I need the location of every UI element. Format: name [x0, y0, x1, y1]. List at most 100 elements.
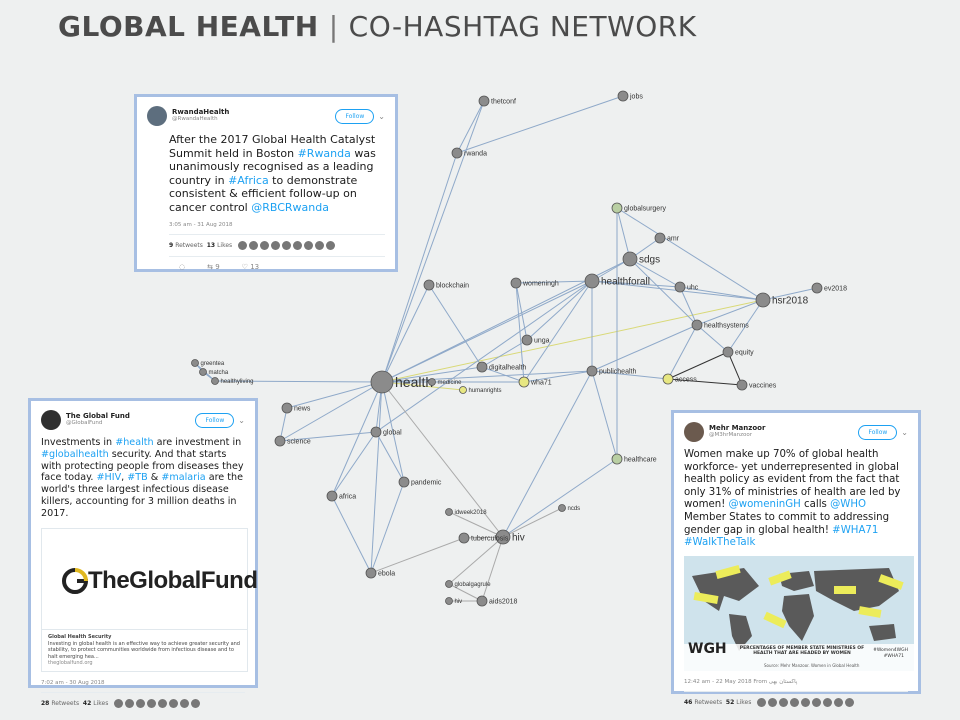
hashtag-link[interactable]: #Africa [228, 173, 269, 187]
network-node-medicine[interactable] [428, 378, 436, 386]
tweet-handle: @GlobalFund [66, 419, 103, 426]
chevron-down-icon[interactable]: ⌄ [378, 111, 385, 121]
tweet-card-mehr[interactable]: Mehr Manzoor @M3hrManzoor Follow ⌄ Women… [671, 410, 921, 707]
network-node-aids2018[interactable] [476, 595, 488, 607]
retweet-icon[interactable]: ⇆ 9 [207, 263, 220, 271]
network-node-label: jobs [629, 93, 643, 100]
network-node-thetconf[interactable] [478, 95, 490, 107]
network-node-equity[interactable] [722, 346, 734, 358]
network-edge [502, 458, 618, 538]
network-edge [523, 370, 593, 383]
network-node-global[interactable] [370, 426, 382, 438]
network-node-label: africa [339, 493, 356, 500]
network-edge [629, 258, 681, 288]
network-node-rwanda[interactable] [451, 147, 463, 159]
network-node-hiv[interactable] [495, 529, 511, 545]
network-node-hiv2[interactable] [445, 597, 453, 605]
network-node-label: medicine [438, 380, 463, 386]
tweet-card-rwanda[interactable]: RwandaHealth @RwandaHealth Follow ⌄ Afte… [134, 94, 398, 272]
hashtag-link[interactable]: #HIV [96, 472, 122, 484]
follow-button[interactable]: Follow [335, 108, 375, 124]
network-node-health[interactable] [370, 370, 394, 394]
network-node-uhc[interactable] [674, 281, 686, 293]
hashtag-link[interactable]: #Rwanda [297, 146, 351, 160]
network-node-wha71[interactable] [518, 376, 530, 388]
network-edge [381, 100, 485, 383]
network-node-hsr2018[interactable] [755, 292, 771, 308]
mention-link[interactable]: @WHO [830, 499, 867, 511]
map-tag: #Women4WGH [873, 647, 908, 653]
network-node-ev2018[interactable] [811, 282, 823, 294]
network-node-globalgagrule[interactable] [445, 580, 453, 588]
network-edge [456, 95, 624, 154]
network-edge [591, 370, 669, 380]
network-edge [279, 431, 377, 442]
network-node-tuberculosis[interactable] [458, 532, 470, 544]
network-node-matcha[interactable] [199, 368, 207, 376]
hashtag-link[interactable]: #TB [127, 472, 148, 484]
hashtag-link[interactable]: #WHA71 [832, 524, 879, 536]
follow-button[interactable]: Follow [858, 424, 898, 440]
network-edge [279, 381, 383, 442]
network-node-womeningh[interactable] [510, 277, 522, 289]
network-node-greentea[interactable] [191, 359, 199, 367]
page-title: GLOBAL HEALTH | CO-HASHTAG NETWORK [58, 10, 697, 43]
network-node-vaccines[interactable] [736, 379, 748, 391]
network-edge [381, 299, 764, 383]
tweet-stats: 28 Retweets 42 Likes [41, 698, 245, 708]
network-node-idweek2018[interactable] [445, 508, 453, 516]
network-node-label: rwanda [464, 150, 487, 157]
network-node-label: blockchain [436, 282, 469, 289]
network-edge [370, 481, 405, 574]
network-node-science[interactable] [274, 435, 286, 447]
wgh-logo: WGH [688, 640, 727, 657]
network-edge [286, 381, 383, 409]
network-node-publichealth[interactable] [586, 365, 598, 377]
network-node-label: equity [735, 349, 754, 356]
network-node-pandemic[interactable] [398, 476, 410, 488]
network-node-africa[interactable] [326, 490, 338, 502]
link-preview-card[interactable]: TheGlobalFund Global Health Security Inv… [41, 527, 258, 672]
network-node-label: hsr2018 [772, 296, 809, 307]
hashtag-link[interactable]: #malaria [161, 472, 206, 484]
tweet-card-globalfund[interactable]: The Global Fund @GlobalFund Follow ⌄ Inv… [28, 398, 258, 708]
network-edge [502, 370, 593, 538]
network-edge [591, 324, 698, 372]
map-image[interactable]: WGH PERCENTAGES OF MEMBER STATE MINISTRI… [684, 555, 914, 671]
network-node-globalsurgery[interactable] [611, 202, 623, 214]
network-node-label: amr [667, 235, 680, 242]
title-rest: CO-HASHTAG NETWORK [348, 10, 697, 43]
network-node-unga[interactable] [521, 334, 533, 346]
network-node-label: healthcare [624, 456, 657, 463]
network-node-healthforall[interactable] [584, 273, 600, 289]
like-icon[interactable]: ♡ 13 [241, 263, 260, 271]
network-node-healthcare[interactable] [611, 453, 623, 465]
chevron-down-icon[interactable]: ⌄ [238, 415, 245, 425]
network-node-blockchain[interactable] [423, 279, 435, 291]
reply-icon[interactable]: ◌ [179, 263, 186, 271]
hashtag-link[interactable]: #globalhealth [41, 448, 109, 460]
network-node-label: global [383, 429, 402, 436]
network-node-news[interactable] [281, 402, 293, 414]
network-node-access[interactable] [662, 373, 674, 385]
hashtag-link[interactable]: #health [115, 437, 154, 448]
follow-button[interactable]: Follow [195, 412, 235, 428]
mention-link[interactable]: @RBCRwanda [251, 200, 329, 214]
network-edge [523, 280, 593, 383]
network-node-ncds[interactable] [558, 504, 566, 512]
chevron-down-icon[interactable]: ⌄ [901, 427, 908, 437]
network-node-label: access [675, 376, 697, 383]
network-node-sdgs[interactable] [622, 251, 638, 267]
hashtag-link[interactable]: #WalkTheTalk [684, 537, 756, 549]
network-node-healthyliving[interactable] [211, 377, 219, 385]
network-node-digitalhealth[interactable] [476, 361, 488, 373]
tweet-time: 3:05 am - 31 Aug 2018 [169, 222, 233, 228]
mention-link[interactable]: @womeninGH [728, 499, 801, 511]
network-node-label: health [395, 374, 433, 390]
network-node-jobs[interactable] [617, 90, 629, 102]
network-node-amr[interactable] [654, 232, 666, 244]
network-node-ebola[interactable] [365, 567, 377, 579]
network-node-healthsystems[interactable] [691, 319, 703, 331]
network-node-humanrights[interactable] [459, 386, 467, 394]
tweet-text: After the 2017 Global Health Catalyst Su… [169, 133, 376, 214]
